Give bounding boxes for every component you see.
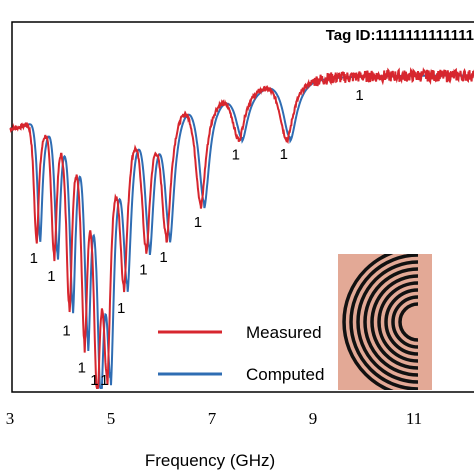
tag-image-inset (338, 254, 432, 390)
bit-label: 1 (194, 214, 202, 231)
bit-label: 1 (355, 87, 363, 104)
bit-label: 1 (100, 372, 108, 389)
legend-label-computed: Computed (246, 365, 324, 384)
inset-ring (391, 295, 419, 349)
x-tick-label: 7 (208, 409, 217, 428)
bit-label: 1 (90, 372, 98, 389)
inset-ring (356, 260, 419, 384)
x-tick-label: 9 (309, 409, 318, 428)
bit-label: 1 (232, 146, 240, 163)
inset-ring (398, 302, 419, 342)
chart-title: Tag ID:1111111111111 (326, 27, 474, 44)
x-tick-label: 3 (6, 409, 15, 428)
bit-labels: 11111 111111 11 (30, 87, 364, 389)
bit-label: 1 (280, 146, 288, 163)
inset-ring (377, 281, 419, 363)
inset-ring (349, 254, 419, 390)
bit-label: 1 (139, 262, 147, 279)
inset-ring (370, 274, 419, 370)
bit-label: 1 (62, 322, 70, 339)
bit-label: 1 (47, 268, 55, 285)
bit-label: 1 (30, 250, 38, 267)
inset-ring (363, 267, 419, 377)
x-tick-label: 11 (406, 409, 422, 428)
inset-ring (384, 288, 419, 356)
legend-label-measured: Measured (246, 323, 322, 342)
legend: Measured Computed (158, 323, 324, 384)
inset-ring (342, 254, 394, 390)
bit-label: 1 (159, 249, 167, 266)
x-tick-label: 5 (107, 409, 116, 428)
x-axis-ticks: 3 5 7 9 11 (6, 409, 422, 428)
series-line-measured (9, 66, 474, 389)
x-axis-title: Frequency (GHz) (145, 451, 275, 470)
bit-label: 1 (117, 300, 125, 317)
bit-label: 1 (78, 360, 86, 377)
series-group (9, 66, 474, 389)
